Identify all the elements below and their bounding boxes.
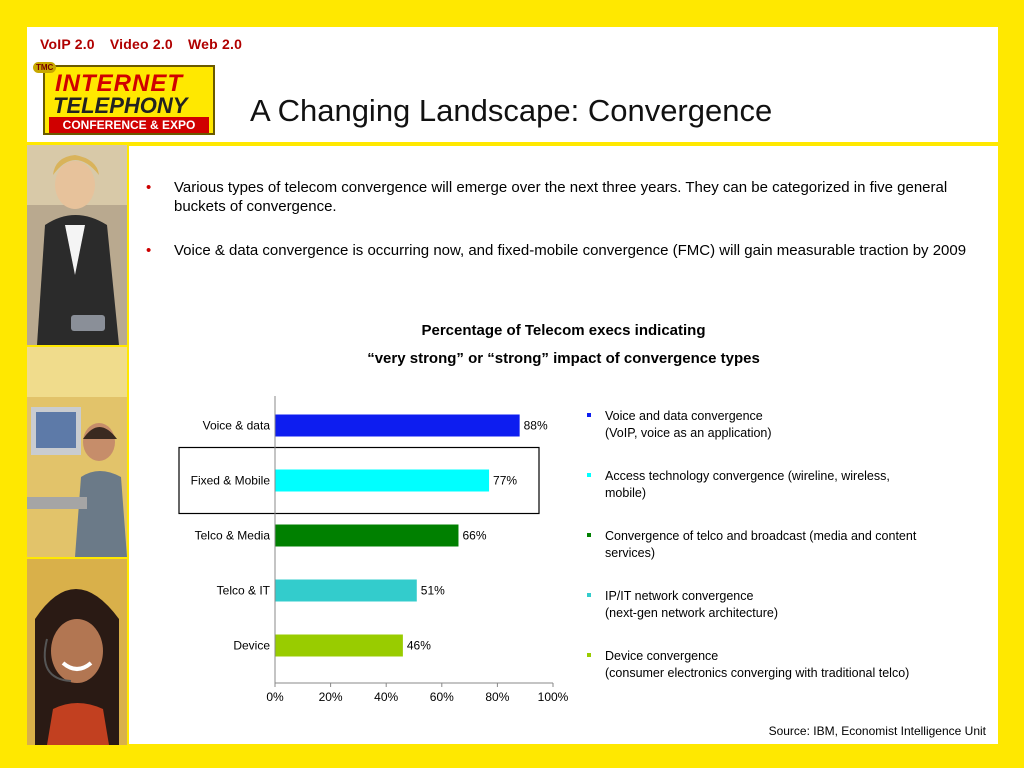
legend-text-2: (consumer electronics converging with tr… <box>605 666 910 680</box>
source-note: Source: IBM, Economist Intelligence Unit <box>768 724 986 738</box>
logo-line-internet: INTERNET <box>55 70 183 97</box>
bullet-dot-icon: • <box>146 242 152 259</box>
internet-telephony-logo: TMC INTERNET TELEPHONY CONFERENCE & EXPO <box>33 62 215 135</box>
value-label: 51% <box>421 584 445 598</box>
bar-3 <box>275 579 417 602</box>
bullet-list: • Various types of telecom convergence wi… <box>146 178 986 285</box>
category-label: Telco & IT <box>217 584 271 598</box>
photo-woman-headset <box>27 559 127 745</box>
category-label: Device <box>233 639 270 653</box>
legend-swatch <box>587 653 591 657</box>
bullet-text: Various types of telecom convergence wil… <box>174 179 948 215</box>
legend-text-1: IP/IT network convergence <box>605 589 754 603</box>
bullet-text: Voice & data convergence is occurring no… <box>174 242 967 259</box>
bullet-dot-icon: • <box>146 179 152 196</box>
bar-0 <box>275 414 520 437</box>
legend-text-2: services) <box>605 546 656 560</box>
header-divider <box>0 142 1024 145</box>
value-label: 77% <box>493 474 517 488</box>
legend-item: IP/IT network convergence (next-gen netwo… <box>585 588 965 648</box>
chart-title-line-2: “very strong” or “strong” impact of conv… <box>367 350 760 367</box>
chart-legend: Voice and data convergence (VoIP, voice a… <box>585 408 965 708</box>
tagline-voip: VoIP 2.0 <box>40 36 95 52</box>
tagline-web: Web 2.0 <box>188 36 243 52</box>
slide-title: A Changing Landscape: Convergence <box>250 93 773 128</box>
logo-line-conference: CONFERENCE & EXPO <box>49 117 209 133</box>
bar-1 <box>275 469 490 492</box>
legend-swatch <box>587 473 591 477</box>
legend-swatch <box>587 533 591 537</box>
highlight-box <box>178 446 540 515</box>
slide-content: • Various types of telecom convergence wi… <box>129 146 998 744</box>
legend-text-1: Access technology convergence (wireline,… <box>605 469 890 483</box>
category-label: Telco & Media <box>195 529 271 543</box>
legend-text-1: Device convergence <box>605 649 719 663</box>
logo-line-telephony: TELEPHONY <box>53 93 188 118</box>
tmc-badge: TMC <box>33 62 57 73</box>
x-tick-label: 80% <box>485 690 509 704</box>
legend-swatch <box>587 593 591 597</box>
photo-businesswoman <box>27 145 127 345</box>
legend-text-1: Convergence of telco and broadcast (medi… <box>605 529 917 543</box>
slide-header: VoIP 2.0 Video 2.0 Web 2.0 TMC INTERNET … <box>27 27 998 142</box>
x-tick-label: 60% <box>430 690 454 704</box>
photo-strip <box>27 145 127 745</box>
legend-item: Access technology convergence (wireline,… <box>585 468 965 528</box>
bar-4 <box>275 634 403 657</box>
x-tick-label: 40% <box>374 690 398 704</box>
x-tick-label: 0% <box>266 690 284 704</box>
chart-title-line-1: Percentage of Telecom execs indicating <box>421 322 706 339</box>
bullet-item: • Voice & data convergence is occurring n… <box>146 241 986 260</box>
category-label: Voice & data <box>203 419 271 433</box>
legend-text-2: (VoIP, voice as an application) <box>605 426 772 440</box>
value-label: 66% <box>462 529 486 543</box>
x-tick-label: 100% <box>538 690 569 704</box>
legend-text-2: (next-gen network architecture) <box>605 606 778 620</box>
value-label: 88% <box>524 419 548 433</box>
legend-swatch <box>587 413 591 417</box>
photo-man-at-computer <box>27 347 127 557</box>
legend-item: Convergence of telco and broadcast (medi… <box>585 528 965 588</box>
bar-chart: Voice & data 88% Fixed & Mobile 77% Telco & … <box>178 396 569 704</box>
legend-item: Device convergence (consumer electronics … <box>585 648 965 708</box>
x-tick-label: 20% <box>319 690 343 704</box>
legend-text-2: mobile) <box>605 486 646 500</box>
category-label: Fixed & Mobile <box>191 474 271 488</box>
legend-text-1: Voice and data convergence <box>605 409 763 423</box>
bar-2 <box>275 524 459 547</box>
bullet-item: • Various types of telecom convergence wi… <box>146 178 986 216</box>
value-label: 46% <box>407 639 431 653</box>
tagline-video: Video 2.0 <box>109 36 173 52</box>
legend-item: Voice and data convergence (VoIP, voice a… <box>585 408 965 468</box>
event-tagline: VoIP 2.0 Video 2.0 Web 2.0 <box>40 36 253 52</box>
